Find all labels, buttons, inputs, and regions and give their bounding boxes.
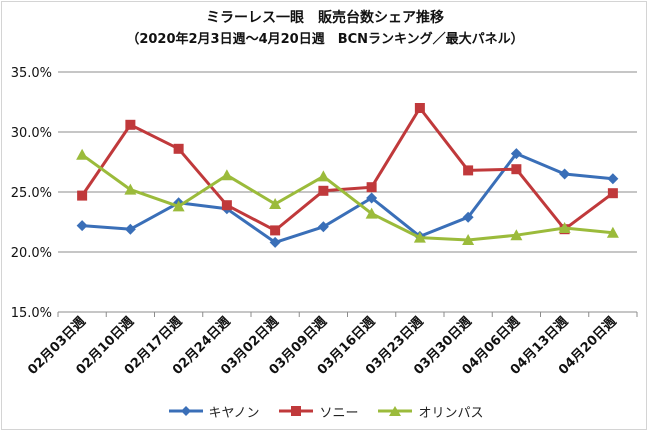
data-point [125,119,136,130]
data-point [77,190,88,201]
legend-item-sony: ソニー [277,402,358,421]
data-point [124,183,137,195]
data-point [462,211,474,223]
chart-subtitle: （2020年2月3日週〜4月20日週 BCNランキング／最大パネル） [126,32,524,47]
data-point [607,188,618,199]
data-point [607,173,619,185]
data-point [558,222,571,233]
series-line [80,106,614,232]
data-point [76,220,88,232]
y-tick-label: 20.0% [11,246,52,261]
series-line [82,152,614,244]
legend-label-olympus: オリンパス [418,405,484,421]
data-point [606,226,619,238]
data-point [221,200,232,211]
data-point [317,170,330,182]
data-point [269,198,282,209]
data-point [220,169,233,181]
data-point [76,148,89,160]
legend: キヤノン ソニー オリンパス [0,401,650,421]
data-point [366,192,378,204]
data-point [511,164,522,175]
y-tick-label: 35.0% [11,66,52,81]
legend-swatch-sony [279,406,314,416]
data-point [559,168,571,180]
data-point [317,221,329,233]
legend-label-canon: キヤノン [208,405,260,421]
legend-item-canon: キヤノン [167,402,260,421]
legend-label-sony: ソニー [319,405,359,421]
series-line [81,153,614,242]
data-point [366,182,377,193]
data-point [172,200,185,212]
y-tick-label: 15.0% [11,306,52,321]
data-point [414,103,425,113]
data-point [413,231,426,243]
data-point [269,236,281,248]
data-point [510,148,522,160]
chart-title: ミラーレス一眼 販売台数シェア推移 [206,10,444,26]
y-tick-label: 25.0% [11,186,52,201]
legend-swatch-olympus [378,406,413,416]
legend-swatch-canon [168,406,203,416]
data-point [173,143,184,154]
data-point [463,165,474,176]
data-point [365,207,378,219]
y-tick-label: 30.0% [11,126,52,141]
data-point [318,185,329,196]
data-point [510,229,523,241]
legend-item-olympus: オリンパス [376,402,484,421]
data-point [270,225,281,236]
data-point [124,223,136,235]
data-point [462,234,475,245]
